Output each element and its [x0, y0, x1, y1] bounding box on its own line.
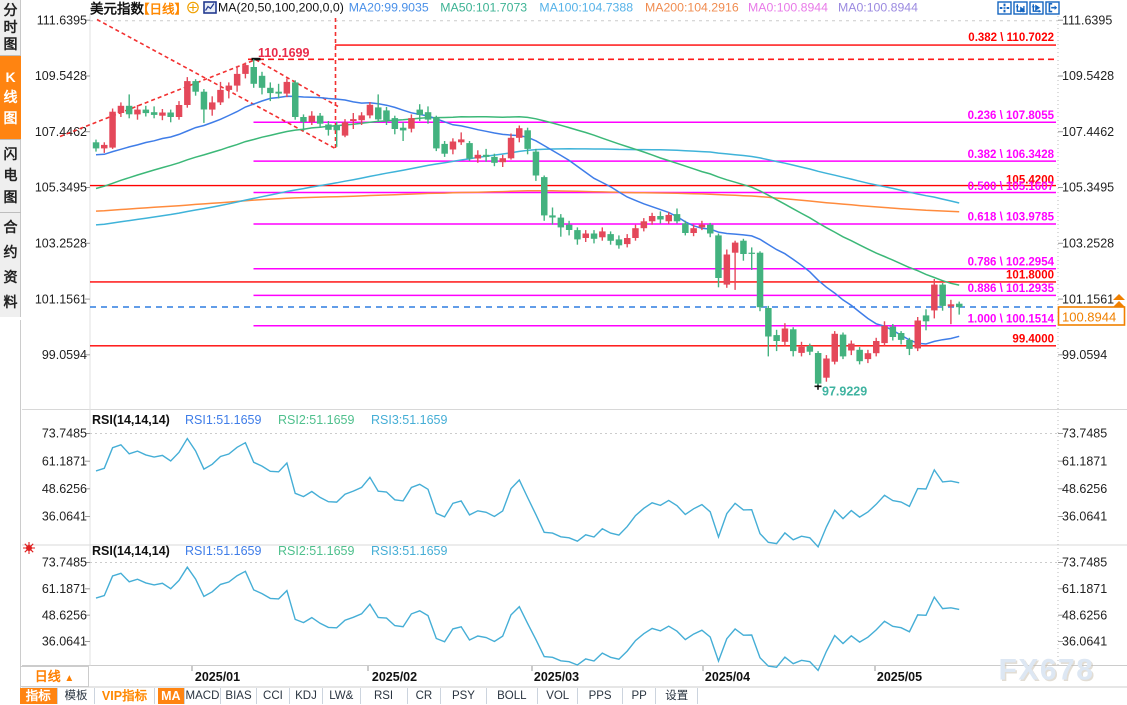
svg-text:RSI(14,14,14): RSI(14,14,14): [92, 544, 170, 558]
svg-text:0.786 \ 102.2954: 0.786 \ 102.2954: [968, 257, 1055, 269]
svg-text:101.1561: 101.1561: [1062, 292, 1114, 306]
svg-text:48.6256: 48.6256: [42, 608, 87, 622]
svg-text:61.1871: 61.1871: [42, 454, 87, 468]
svg-text:RSI1:51.1659: RSI1:51.1659: [185, 544, 261, 558]
svg-text:105.4200: 105.4200: [1006, 175, 1054, 187]
svg-text:RSI(14,14,14): RSI(14,14,14): [92, 413, 170, 427]
svg-text:MA200:104.2916: MA200:104.2916: [645, 1, 739, 15]
svg-text:RSI3:51.1659: RSI3:51.1659: [371, 413, 447, 427]
svg-text:73.7485: 73.7485: [42, 427, 87, 441]
svg-text:MA20:99.9035: MA20:99.9035: [349, 1, 429, 15]
svg-text:2025/03: 2025/03: [534, 670, 579, 684]
svg-text:105.3495: 105.3495: [35, 181, 87, 195]
svg-text:109.5428: 109.5428: [35, 69, 87, 83]
svg-text:RSI3:51.1659: RSI3:51.1659: [371, 544, 447, 558]
svg-text:61.1871: 61.1871: [1062, 582, 1107, 596]
svg-text:MA(20,50,100,200,0,0): MA(20,50,100,200,0,0): [218, 1, 344, 15]
svg-text:MA0:100.8944: MA0:100.8944: [748, 1, 828, 15]
svg-text:0.382 \ 106.3428: 0.382 \ 106.3428: [968, 149, 1055, 161]
svg-text:MA0:100.8944: MA0:100.8944: [838, 1, 918, 15]
svg-text:111.6395: 111.6395: [1062, 13, 1112, 27]
svg-text:36.0641: 36.0641: [1062, 635, 1107, 649]
svg-text:109.5428: 109.5428: [1062, 69, 1114, 83]
svg-text:0.382 \ 110.7022: 0.382 \ 110.7022: [968, 32, 1054, 44]
svg-text:2025/01: 2025/01: [195, 670, 240, 684]
svg-text:61.1871: 61.1871: [42, 582, 87, 596]
svg-text:100.8944: 100.8944: [1062, 310, 1116, 325]
svg-text:101.1561: 101.1561: [35, 292, 87, 306]
svg-text:73.7485: 73.7485: [1062, 556, 1107, 570]
svg-text:103.2528: 103.2528: [35, 237, 87, 251]
svg-text:1.000 \ 100.1514: 1.000 \ 100.1514: [968, 314, 1055, 326]
svg-text:99.4000: 99.4000: [1012, 334, 1054, 346]
svg-text:FX678: FX678: [1000, 655, 1096, 688]
svg-text:2025/04: 2025/04: [705, 670, 750, 684]
svg-text:61.1871: 61.1871: [1062, 454, 1107, 468]
svg-text:MA100:104.7388: MA100:104.7388: [539, 1, 633, 15]
svg-text:0.500 \ 105.1607: 0.500 \ 105.1607: [968, 181, 1054, 193]
svg-text:107.4462: 107.4462: [35, 125, 87, 139]
svg-text:105.3495: 105.3495: [1062, 181, 1114, 195]
svg-text:110.1699: 110.1699: [258, 46, 309, 60]
svg-text:RSI1:51.1659: RSI1:51.1659: [185, 413, 261, 427]
svg-text:101.8000: 101.8000: [1006, 270, 1054, 282]
svg-text:【日线】: 【日线】: [137, 2, 187, 17]
svg-text:2025/05: 2025/05: [877, 670, 922, 684]
svg-text:73.7485: 73.7485: [42, 556, 87, 570]
svg-text:111.6395: 111.6395: [37, 13, 87, 27]
svg-text:48.6256: 48.6256: [1062, 482, 1107, 496]
svg-text:97.9229: 97.9229: [822, 385, 867, 399]
svg-text:36.0641: 36.0641: [42, 510, 87, 524]
svg-text:FX678: FX678: [999, 654, 1095, 687]
svg-text:RSI2:51.1659: RSI2:51.1659: [278, 544, 354, 558]
svg-text:103.2528: 103.2528: [1062, 237, 1114, 251]
svg-text:0.886 \ 101.2935: 0.886 \ 101.2935: [968, 283, 1055, 295]
svg-text:RSI2:51.1659: RSI2:51.1659: [278, 413, 354, 427]
svg-text:99.0594: 99.0594: [42, 348, 87, 362]
svg-text:MA50:101.7073: MA50:101.7073: [440, 1, 527, 15]
svg-text:2025/02: 2025/02: [372, 670, 417, 684]
svg-text:99.0594: 99.0594: [1062, 348, 1107, 362]
svg-text:0.236 \ 107.8055: 0.236 \ 107.8055: [968, 110, 1055, 122]
svg-text:73.7485: 73.7485: [1062, 427, 1107, 441]
svg-text:48.6256: 48.6256: [42, 482, 87, 496]
svg-text:36.0641: 36.0641: [1062, 510, 1107, 524]
svg-text:48.6256: 48.6256: [1062, 608, 1107, 622]
svg-text:0.618 \ 103.9785: 0.618 \ 103.9785: [968, 212, 1055, 224]
svg-text:107.4462: 107.4462: [1062, 125, 1114, 139]
svg-text:美元指数: 美元指数: [90, 1, 144, 17]
svg-text:36.0641: 36.0641: [42, 635, 87, 649]
